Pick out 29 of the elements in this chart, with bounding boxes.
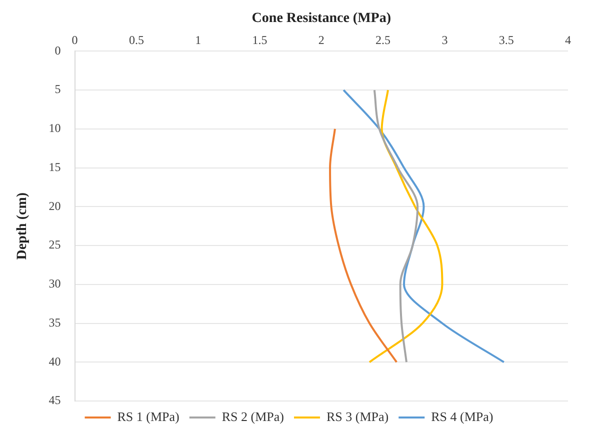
y-tick-label: 15 [48, 160, 61, 174]
y-tick-label: 40 [48, 354, 61, 368]
legend-label: RS 1 (MPa) [117, 408, 180, 424]
line-series [368, 89, 444, 364]
legend-label: RS 3 (MPa) [326, 408, 389, 424]
y-tick-label: 5 [54, 82, 61, 96]
line-series [329, 128, 398, 364]
x-tick-label: 2 [318, 33, 324, 48]
x-axis-title: Cone Resistance (MPa) [252, 11, 392, 26]
x-tick-label: 0.5 [128, 33, 144, 48]
x-tick-label: 4 [565, 33, 571, 48]
line-series [373, 89, 419, 364]
y-axis-title: Depth (cm) [15, 192, 30, 260]
x-tick-label: 1 [195, 33, 202, 48]
x-tick-label: 3 [442, 33, 448, 48]
y-tick-label: 45 [48, 393, 61, 408]
y-tick-label: 10 [48, 121, 61, 136]
y-tick-label: 20 [48, 198, 61, 213]
x-tick-label: 0 [72, 33, 78, 48]
legend-label: RS 2 (MPa) [222, 408, 284, 424]
y-tick-label: 0 [54, 43, 61, 58]
y-tick-label: 30 [48, 276, 61, 291]
legend-label: RS 4 (MPa) [431, 408, 494, 424]
x-tick-label: 2.5 [376, 33, 391, 48]
x-tick-label: 1.5 [252, 33, 268, 48]
y-tick-label: 25 [48, 238, 61, 252]
line-series [342, 89, 505, 364]
y-tick-label: 35 [48, 315, 61, 330]
x-tick-label: 3.5 [498, 33, 514, 48]
